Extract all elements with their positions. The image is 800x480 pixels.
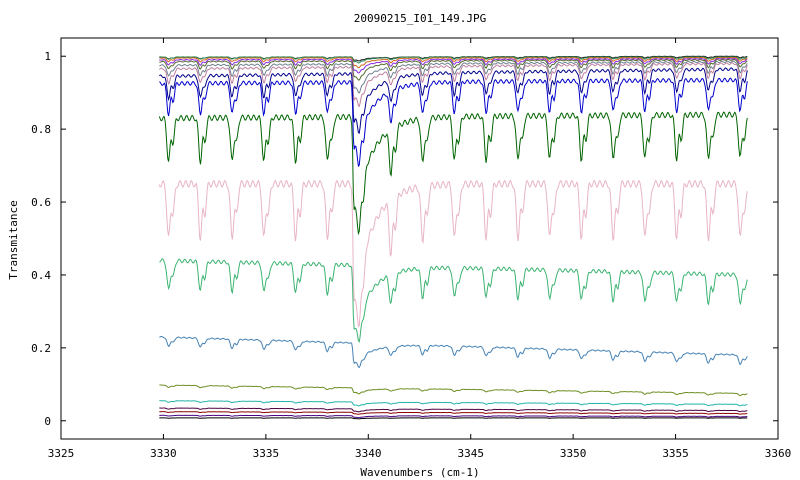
series-line — [159, 400, 748, 407]
series-line — [158, 62, 748, 108]
series-line — [158, 67, 748, 134]
y-axis-label: Transmitance — [7, 200, 20, 279]
y-tick-label: 0.8 — [31, 123, 51, 136]
series-line — [159, 258, 748, 344]
series-line — [159, 407, 748, 413]
series-line — [159, 335, 748, 369]
series-line — [159, 411, 748, 415]
y-tick-label: 1 — [44, 50, 51, 63]
chart-title: 20090215_I01_149.JPG — [354, 12, 486, 25]
series-line — [159, 58, 748, 81]
series-line — [159, 414, 748, 419]
series-line — [159, 58, 748, 74]
x-tick-label: 3340 — [355, 447, 382, 460]
series-line — [159, 60, 748, 94]
x-tick-label: 3325 — [48, 447, 75, 460]
x-tick-label: 3355 — [662, 447, 689, 460]
series-line — [158, 179, 748, 328]
y-tick-label: 0.4 — [31, 269, 51, 282]
y-tick-label: 0.2 — [31, 342, 51, 355]
series-lines — [158, 55, 748, 420]
y-axis-ticks: 0 0.2 0.4 0.6 0.8 1 — [31, 50, 778, 428]
series-line — [158, 111, 748, 236]
series-line — [159, 77, 748, 168]
x-axis-label: Wavenumbers (cm-1) — [360, 466, 479, 479]
x-tick-label: 3350 — [560, 447, 587, 460]
x-tick-label: 3330 — [150, 447, 177, 460]
y-tick-label: 0 — [44, 415, 51, 428]
x-axis-ticks: 3325 3330 3335 3340 3345 3350 3355 3360 — [48, 38, 792, 460]
y-tick-label: 0.6 — [31, 196, 51, 209]
plot-frame — [60, 37, 779, 440]
x-tick-label: 3345 — [457, 447, 484, 460]
series-line — [159, 384, 748, 397]
x-tick-label: 3360 — [765, 447, 792, 460]
series-line — [159, 417, 748, 420]
x-tick-label: 3335 — [253, 447, 280, 460]
series-line — [159, 56, 748, 64]
series-line — [159, 56, 748, 69]
